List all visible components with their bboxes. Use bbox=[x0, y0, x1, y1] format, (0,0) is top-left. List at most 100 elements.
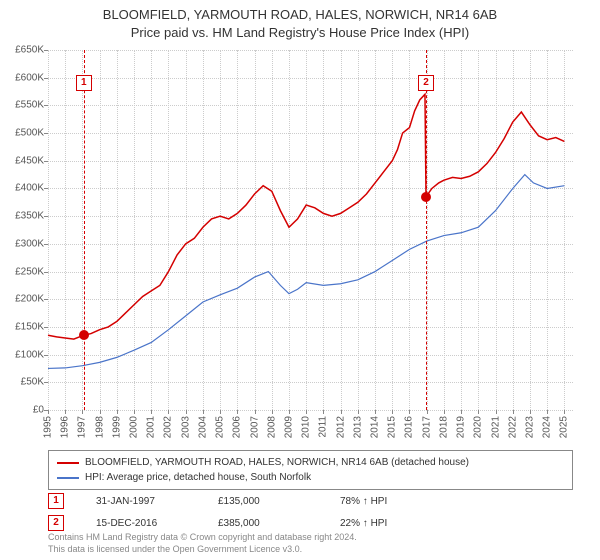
y-label: £600K bbox=[15, 72, 44, 83]
x-tick bbox=[358, 410, 359, 414]
legend-swatch-hpi bbox=[57, 477, 79, 479]
gridline-h bbox=[48, 382, 573, 383]
y-label: £100K bbox=[15, 349, 44, 360]
gridline-v bbox=[255, 50, 256, 410]
gridline-v bbox=[151, 50, 152, 410]
gridline-v bbox=[186, 50, 187, 410]
legend-swatch-property bbox=[57, 462, 79, 464]
gridline-v bbox=[547, 50, 548, 410]
y-tick bbox=[44, 78, 48, 79]
x-label: 2012 bbox=[335, 416, 346, 438]
x-label: 2001 bbox=[146, 416, 157, 438]
legend-row-property: BLOOMFIELD, YARMOUTH ROAD, HALES, NORWIC… bbox=[57, 455, 564, 470]
x-label: 2024 bbox=[542, 416, 553, 438]
gridline-v bbox=[306, 50, 307, 410]
sales-table: 131-JAN-1997£135,00078% ↑ HPI215-DEC-201… bbox=[48, 490, 573, 534]
gridline-v bbox=[100, 50, 101, 410]
sale-delta: 78% ↑ HPI bbox=[340, 496, 430, 507]
sale-date: 31-JAN-1997 bbox=[96, 496, 186, 507]
x-tick bbox=[306, 410, 307, 414]
plot-background bbox=[48, 50, 573, 410]
y-tick bbox=[44, 272, 48, 273]
x-label: 2000 bbox=[129, 416, 140, 438]
x-tick bbox=[168, 410, 169, 414]
x-tick bbox=[478, 410, 479, 414]
gridline-v bbox=[65, 50, 66, 410]
sale-marker-box: 2 bbox=[418, 75, 434, 91]
chart-container: BLOOMFIELD, YARMOUTH ROAD, HALES, NORWIC… bbox=[0, 0, 600, 560]
gridline-v bbox=[220, 50, 221, 410]
x-label: 2019 bbox=[456, 416, 467, 438]
gridline-h bbox=[48, 105, 573, 106]
x-label: 2005 bbox=[215, 416, 226, 438]
legend-label-hpi: HPI: Average price, detached house, Sout… bbox=[85, 470, 311, 485]
plot-area: 12 bbox=[48, 50, 573, 410]
gridline-v bbox=[134, 50, 135, 410]
gridline-h bbox=[48, 355, 573, 356]
x-label: 2022 bbox=[507, 416, 518, 438]
x-tick bbox=[341, 410, 342, 414]
title-line-1: BLOOMFIELD, YARMOUTH ROAD, HALES, NORWIC… bbox=[0, 6, 600, 24]
x-tick bbox=[203, 410, 204, 414]
y-label: £200K bbox=[15, 294, 44, 305]
gridline-h bbox=[48, 133, 573, 134]
gridline-h bbox=[48, 216, 573, 217]
gridline-v bbox=[530, 50, 531, 410]
gridline-v bbox=[341, 50, 342, 410]
x-tick bbox=[444, 410, 445, 414]
x-tick bbox=[547, 410, 548, 414]
x-label: 2017 bbox=[421, 416, 432, 438]
legend-row-hpi: HPI: Average price, detached house, Sout… bbox=[57, 470, 564, 485]
x-tick bbox=[237, 410, 238, 414]
y-tick bbox=[44, 327, 48, 328]
x-axis: 1995199619971998199920002001200220032004… bbox=[48, 410, 573, 440]
sale-vline bbox=[84, 50, 85, 410]
y-label: £400K bbox=[15, 183, 44, 194]
x-tick bbox=[272, 410, 273, 414]
gridline-h bbox=[48, 78, 573, 79]
x-tick bbox=[323, 410, 324, 414]
sale-dot bbox=[421, 192, 431, 202]
gridline-v bbox=[444, 50, 445, 410]
y-tick bbox=[44, 244, 48, 245]
y-label: £250K bbox=[15, 266, 44, 277]
x-tick bbox=[65, 410, 66, 414]
gridline-v bbox=[203, 50, 204, 410]
x-label: 2004 bbox=[197, 416, 208, 438]
x-tick bbox=[82, 410, 83, 414]
y-tick bbox=[44, 216, 48, 217]
x-tick bbox=[151, 410, 152, 414]
gridline-v bbox=[272, 50, 273, 410]
x-label: 2006 bbox=[232, 416, 243, 438]
y-label: £50K bbox=[21, 377, 44, 388]
x-tick bbox=[564, 410, 565, 414]
x-tick bbox=[461, 410, 462, 414]
x-label: 2018 bbox=[438, 416, 449, 438]
y-label: £300K bbox=[15, 238, 44, 249]
x-label: 2021 bbox=[490, 416, 501, 438]
x-label: 2016 bbox=[404, 416, 415, 438]
x-label: 1999 bbox=[111, 416, 122, 438]
sale-vline bbox=[426, 50, 427, 410]
gridline-v bbox=[564, 50, 565, 410]
gridline-v bbox=[48, 50, 49, 410]
x-tick bbox=[100, 410, 101, 414]
sale-row: 215-DEC-2016£385,00022% ↑ HPI bbox=[48, 512, 573, 534]
x-tick bbox=[513, 410, 514, 414]
sale-row: 131-JAN-1997£135,00078% ↑ HPI bbox=[48, 490, 573, 512]
x-label: 2015 bbox=[387, 416, 398, 438]
y-label: £650K bbox=[15, 45, 44, 56]
legend: BLOOMFIELD, YARMOUTH ROAD, HALES, NORWIC… bbox=[48, 450, 573, 490]
y-tick bbox=[44, 105, 48, 106]
sale-date: 15-DEC-2016 bbox=[96, 518, 186, 529]
gridline-h bbox=[48, 188, 573, 189]
sale-price: £385,000 bbox=[218, 518, 308, 529]
x-label: 2003 bbox=[180, 416, 191, 438]
y-tick bbox=[44, 355, 48, 356]
x-label: 1996 bbox=[60, 416, 71, 438]
y-tick bbox=[44, 133, 48, 134]
x-tick bbox=[392, 410, 393, 414]
x-label: 2008 bbox=[266, 416, 277, 438]
y-label: £450K bbox=[15, 155, 44, 166]
x-tick bbox=[427, 410, 428, 414]
